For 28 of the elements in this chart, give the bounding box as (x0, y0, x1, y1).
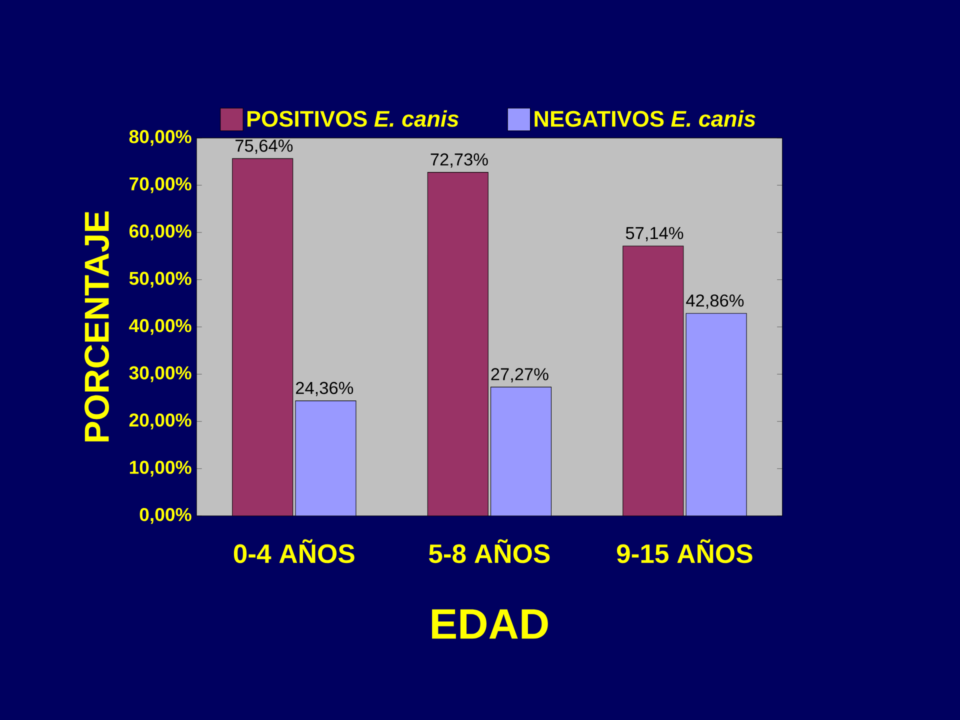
bar (232, 158, 294, 516)
x-axis-title: EDAD (432, 609, 548, 639)
y-tick-label: 30,00% (129, 366, 192, 382)
legend-label: POSITIVOS E. canis (247, 110, 459, 127)
y-axis-title: PORCENTAJE (84, 212, 110, 442)
bar (622, 246, 684, 516)
y-tick-label: 80,00% (129, 130, 192, 146)
y-tick-label: 20,00% (129, 413, 192, 430)
y-tick-label: 10,00% (130, 460, 192, 477)
x-tick-label: 5-8 AÑOS (428, 539, 550, 564)
data-label: 72,73% (430, 153, 488, 168)
x-tick-label: 0-4 AÑOS (234, 539, 354, 564)
y-tick-label: 50,00% (129, 272, 192, 288)
data-label: 27,27% (491, 368, 548, 382)
y-tick-label: 40,00% (129, 318, 192, 335)
y-tick-label: 60,00% (129, 224, 192, 240)
bar (686, 313, 747, 516)
legend-label: NEGATIVOS E. canis (534, 110, 756, 127)
data-label: 57,14% (626, 227, 684, 242)
y-tick-label: 0,00% (140, 508, 192, 524)
bar (295, 400, 356, 516)
x-tick-label: 9-15 AÑOS (616, 539, 752, 564)
bar (427, 172, 488, 516)
data-label: 42,86% (686, 294, 744, 309)
data-label: 24,36% (296, 382, 354, 396)
data-label: 75,64% (236, 140, 293, 154)
y-tick-label: 70,00% (130, 177, 192, 194)
bar (490, 386, 552, 516)
